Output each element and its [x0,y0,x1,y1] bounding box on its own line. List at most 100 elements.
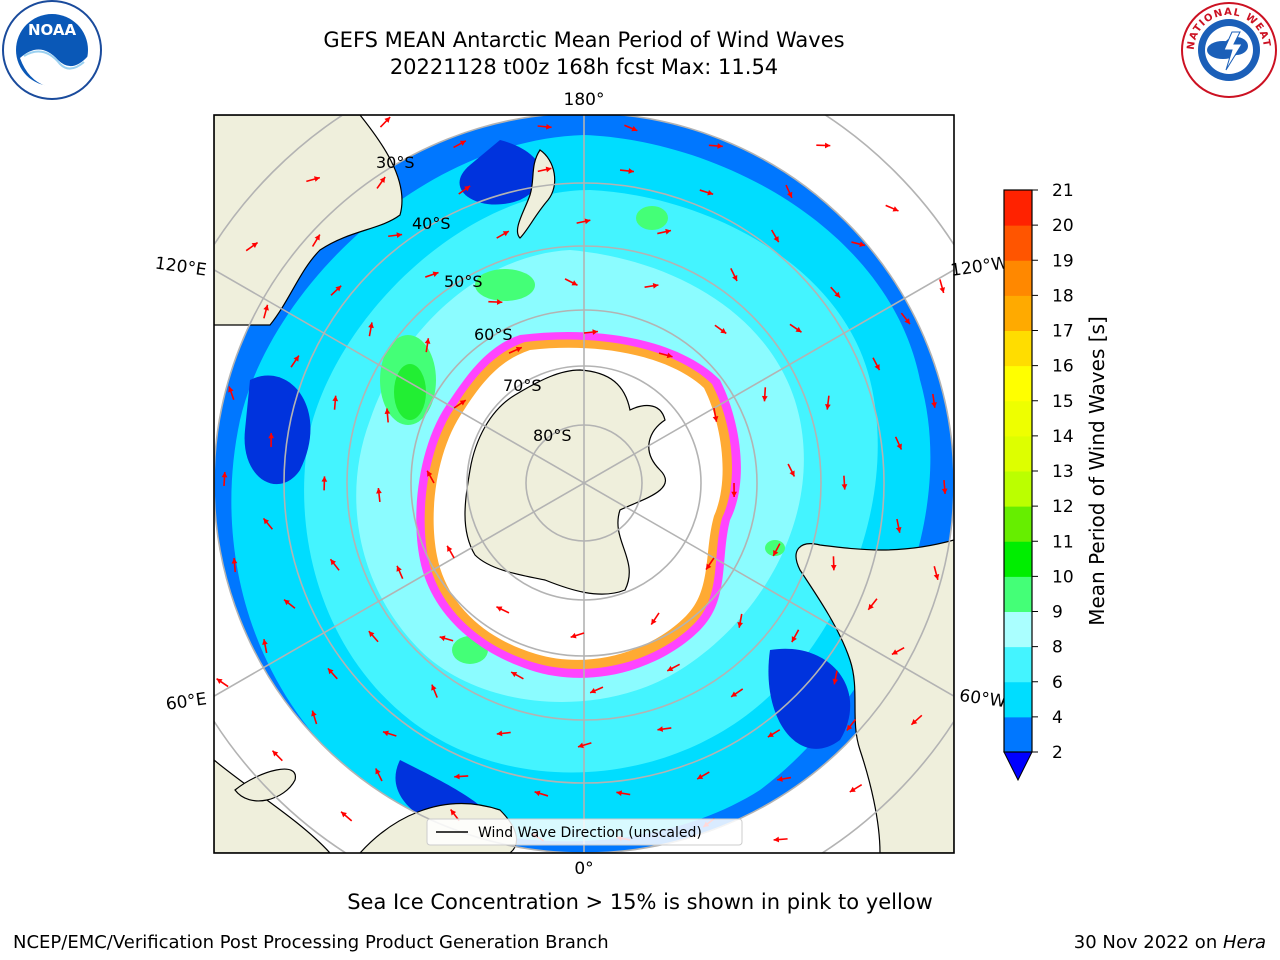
wind-wave-arrowhead [511,672,518,678]
wind-wave-arrowhead [450,809,457,816]
colorbar-segment [1004,611,1032,648]
wind-wave-arrowhead [228,386,234,393]
wind-wave-arrowhead [327,668,334,675]
wind-wave-arrowhead [384,408,391,414]
wind-wave-arrowhead [834,291,841,298]
wind-wave-arrows [216,116,948,843]
wind-wave-arrowhead [439,635,446,642]
colorbar-segment [1004,295,1032,331]
producer-credit: NCEP/EMC/Verification Post Processing Pr… [13,932,609,953]
wind-wave-arrowhead [777,776,783,782]
wind-wave-arrowhead [849,786,856,793]
wind-wave-arrowhead [846,724,853,731]
colorbar-segment [1004,646,1032,683]
wind-wave-arrowhead [447,545,453,552]
colorbar-segment [1004,716,1032,753]
wind-wave-arrowhead [592,329,598,335]
colorbar-tick-label: 20 [1052,216,1074,236]
lon-label-120w: 120°W [949,253,1009,281]
wind-wave-arrowhead [496,299,503,305]
wind-wave-arrowhead [939,287,945,293]
wind-wave-arrowhead [892,206,899,212]
wind-wave-arrowhead [791,636,797,643]
wind-wave-arrowhead [496,606,503,612]
colorbar-segment [1004,260,1032,296]
wind-wave-arrowhead [314,234,320,241]
lat-label-40s: 40°S [412,214,451,233]
colorbar-tick-label: 12 [1052,497,1074,517]
wind-wave-arrowhead [570,632,577,639]
wind-wave-arrowhead [868,603,874,610]
wind-wave-arrowhead [761,395,768,402]
wind-wave-arrowhead [616,790,623,797]
lon-label-60w: 60°W [958,686,1007,712]
colorbar-segment [1004,400,1032,437]
wind-wave-arrowhead [874,364,880,371]
wind-wave-arrowhead [431,684,437,691]
sea-ice-note: Sea Ice Concentration > 15% is shown in … [347,890,933,914]
wind-wave-arrowhead [665,228,671,235]
antarctica-landmass [464,369,667,595]
chart-subtitle: 20221128 t00z 168h fcst Max: 11.54 [389,55,779,79]
colorbar-segment [1004,435,1032,472]
wind-wave-arrowhead [830,564,837,571]
colorbar-tick-label: 18 [1052,286,1074,306]
wind-wave-arrowhead [933,573,940,580]
lon-label-180: 180° [564,90,605,110]
wind-wave-arrowhead [825,404,831,410]
wind-wave-arrowhead [859,241,866,247]
machine-name: Hera [1222,932,1266,953]
wind-wave-arrowhead [251,242,258,248]
australia-landmass [214,115,403,326]
polar-map: Wind Wave Direction (unscaled) 30°S 40°S… [154,90,1109,879]
wind-wave-arrowhead [577,742,584,749]
wind-wave-arrowhead [313,176,320,182]
wind-wave-arrowhead [666,352,673,359]
wind-wave-arrowhead [720,328,727,334]
noaa-logo: NOAA [2,0,102,100]
wind-wave-arrowhead [464,185,471,192]
wind-wave-arrowhead [697,773,704,780]
colorbar-tick-label: 9 [1052,603,1063,623]
wind-wave-arrowhead [382,730,389,737]
wind-wave-arrowhead [384,117,391,123]
wind-wave-arrowhead [368,322,374,329]
wind-wave-arrowhead [631,126,638,132]
wind-wave-arrowhead [335,285,342,292]
colorbar-segment [1004,471,1032,507]
wind-wave-arrowhead [263,304,269,311]
wind-wave-arrowhead [773,836,780,843]
wind-wave-arrowhead [712,416,719,422]
colorbar-segment [1004,681,1032,718]
wind-wave-arrowhead [904,318,910,325]
wind-wave-arrowhead [368,631,375,638]
wind-wave-arrowhead [496,730,503,737]
wind-wave-arrowhead [824,142,831,149]
wind-wave-arrowhead [895,527,902,533]
wind-wave-arrowhead [832,678,839,685]
colorbar-segment [1004,576,1032,612]
wind-wave-arrowhead [667,665,674,671]
colorbar-under-extension [1003,751,1033,782]
run-date: 30 Nov 2022 on Hera [1073,932,1266,953]
wind-wave-arrowhead [263,518,270,525]
wind-wave-arrowhead [546,123,552,130]
wind-wave-arrowhead [767,731,774,738]
wind-wave-arrowhead [396,232,403,239]
wind-wave-arrowhead [311,710,317,717]
wind-wave-arrowhead [376,488,382,494]
colorbar-tick-label: 6 [1052,673,1063,693]
colorbar-tick-label: 10 [1052,567,1074,587]
wind-wave-arrowhead [787,191,793,198]
colorbar-tick-label: 4 [1052,708,1063,728]
lat-label-50s: 50°S [444,272,483,291]
wind-wave-arrowhead [652,282,659,289]
wind-wave-arrowhead [341,811,347,818]
wind-wave-arrowhead [941,488,948,494]
wind-wave-arrowhead [841,484,848,490]
wind-wave-arrowhead [459,140,466,146]
colorbar-tick-label: 16 [1052,357,1074,377]
colorbar-tick-label: 2 [1052,743,1063,763]
wind-wave-arrowhead [931,402,937,408]
wind-wave-arrowhead [571,280,578,286]
